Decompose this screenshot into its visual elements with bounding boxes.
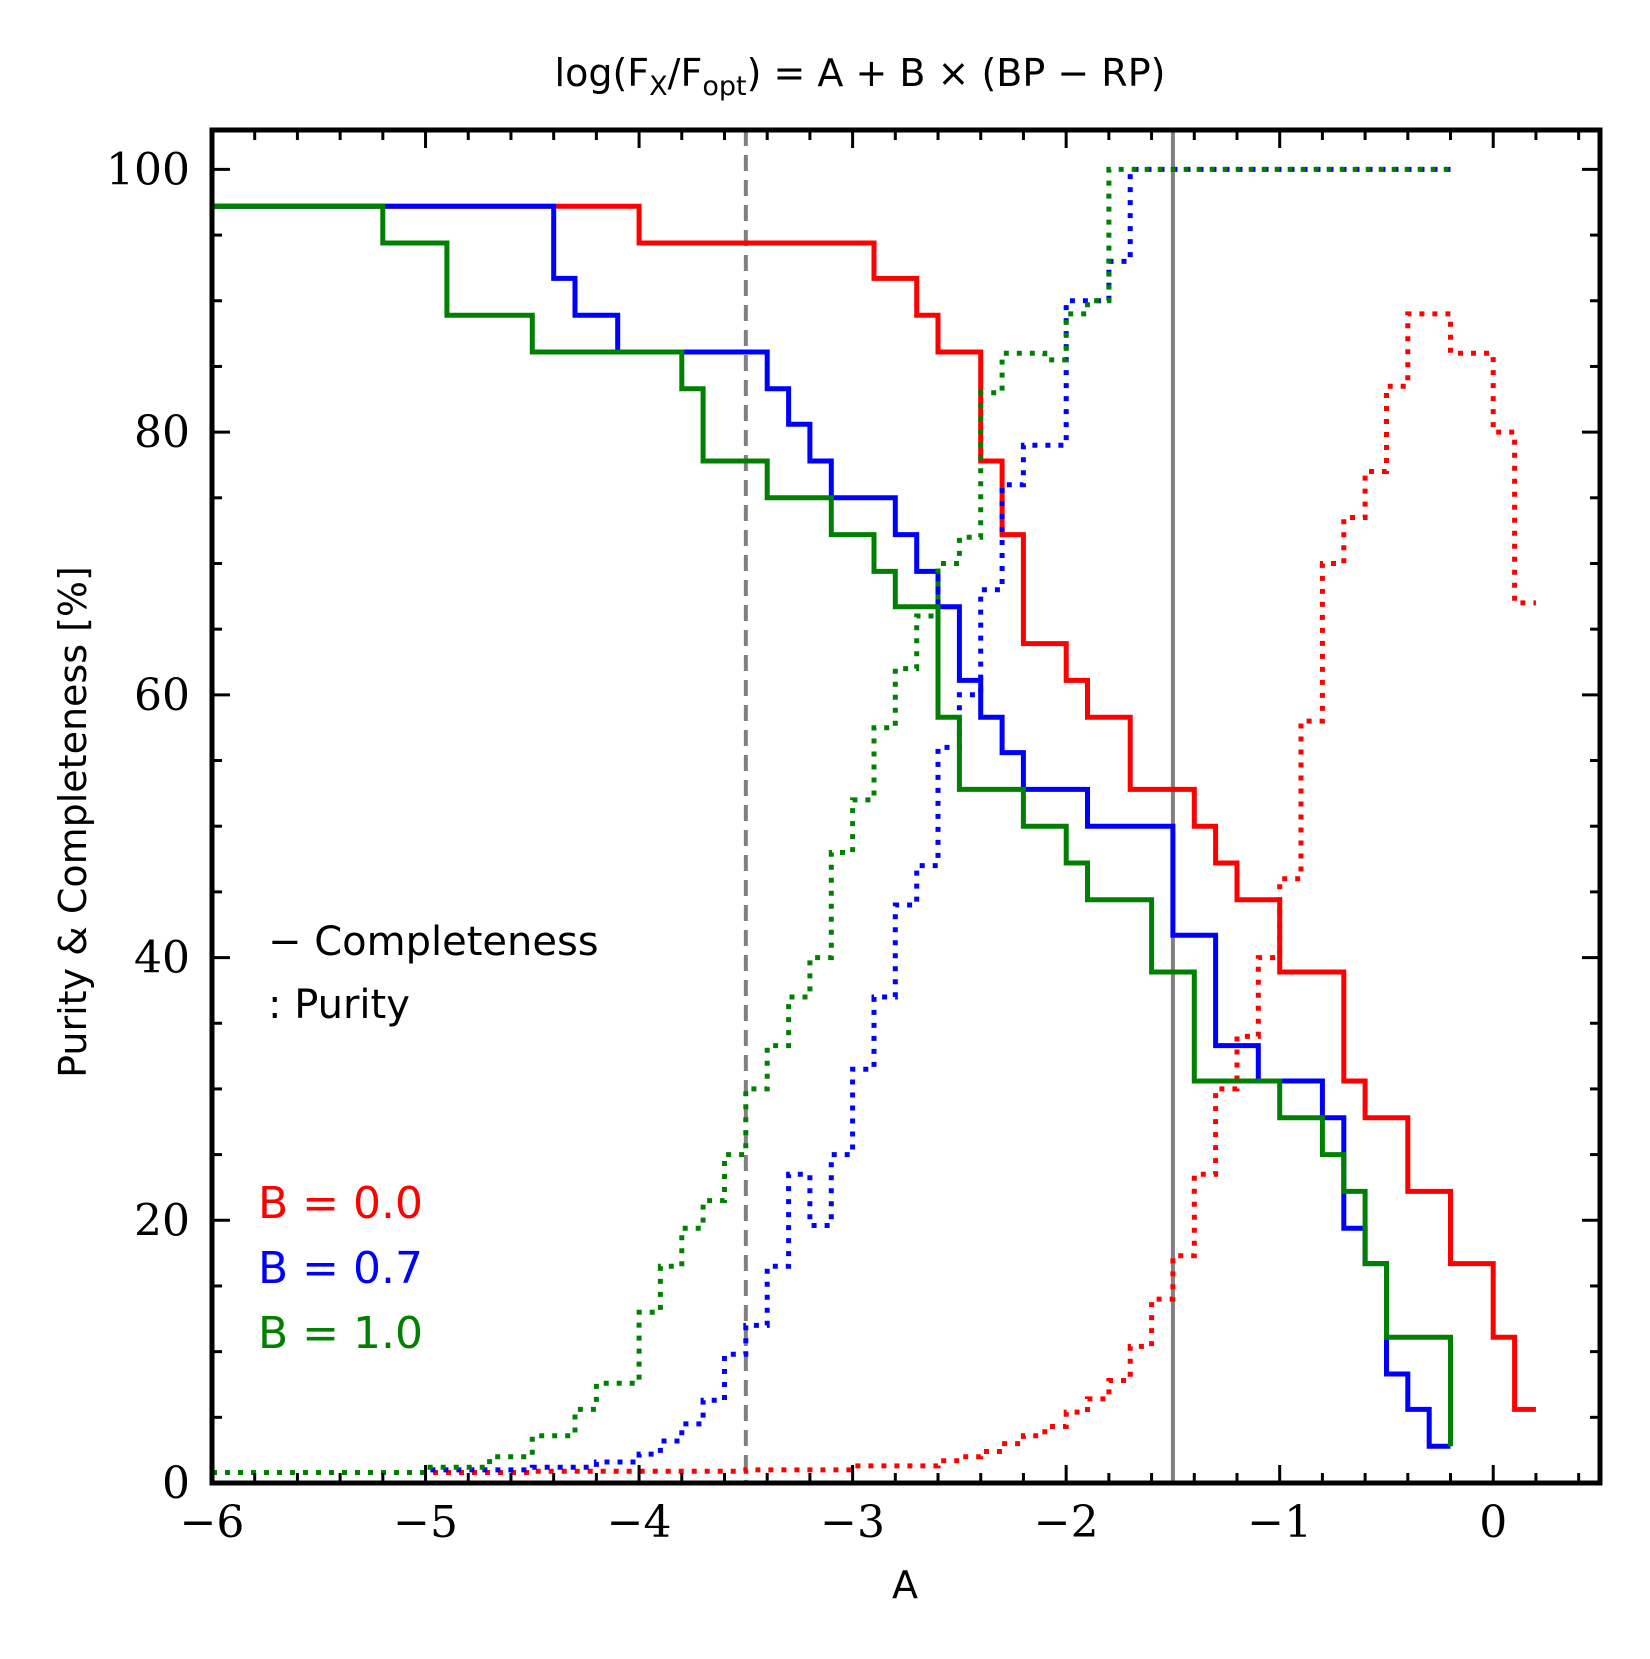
x-tick-label: −6 bbox=[180, 1497, 245, 1548]
purity-line-b-10 bbox=[212, 166, 1451, 1475]
y-tick-label: 80 bbox=[134, 407, 190, 458]
y-tick-label: 100 bbox=[106, 144, 190, 195]
legend-b-0-0: B = 0.0 bbox=[258, 1178, 423, 1229]
tick-labels: −6 −5 −4 −3 −2 −1 0 0 20 40 60 80 100 bbox=[106, 144, 1507, 1548]
y-tick-label: 0 bbox=[162, 1458, 190, 1509]
x-tick-label: −5 bbox=[393, 1497, 458, 1548]
y-tick-label: 20 bbox=[134, 1195, 190, 1246]
completeness-line-b-07 bbox=[212, 203, 1451, 1449]
completeness-line-b-10 bbox=[212, 203, 1453, 1447]
legend-purity: : Purity bbox=[268, 982, 410, 1028]
x-tick-label: −1 bbox=[1247, 1497, 1312, 1548]
x-tick-label: −4 bbox=[607, 1497, 672, 1548]
x-tick-label: 0 bbox=[1479, 1497, 1507, 1548]
plot-frame bbox=[209, 127, 1603, 1486]
vertical-reference-lines bbox=[743, 130, 1175, 1483]
plot-series bbox=[212, 166, 1536, 1475]
chart-title: log(FX/Fopt) = A + B × (BP − RP) bbox=[555, 51, 1166, 102]
x-tick-label: −2 bbox=[1034, 1497, 1099, 1548]
x-axis-label: A bbox=[892, 1563, 918, 1607]
legend-b-0-7: B = 0.7 bbox=[258, 1243, 423, 1294]
x-tick-label: −3 bbox=[820, 1497, 885, 1548]
legend-b-1-0: B = 1.0 bbox=[258, 1308, 423, 1359]
y-tick-label: 60 bbox=[134, 670, 190, 721]
y-axis-label: Purity & Completeness [%] bbox=[51, 566, 95, 1078]
completeness-line-b-00 bbox=[212, 203, 1536, 1412]
y-tick-label: 40 bbox=[134, 933, 190, 984]
legend-completeness: − Completeness bbox=[268, 919, 599, 965]
